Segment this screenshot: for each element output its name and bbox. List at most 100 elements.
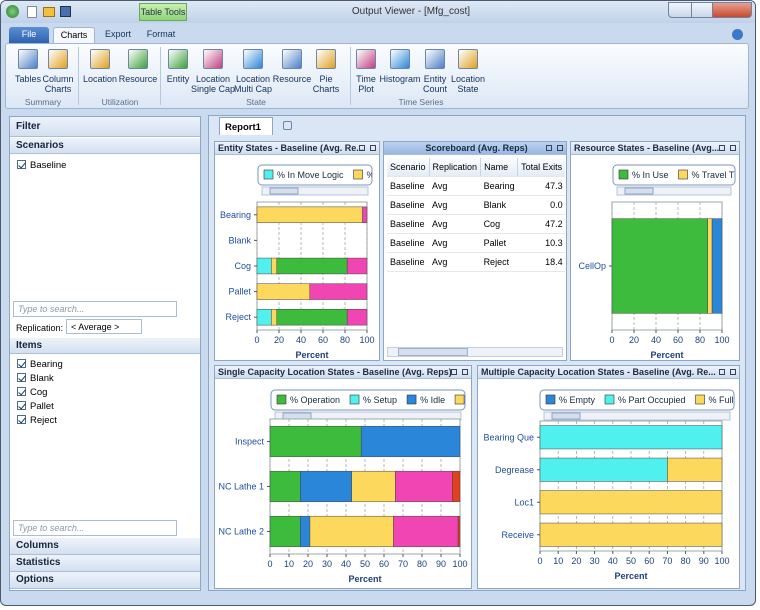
bar-segment: [393, 515, 459, 548]
ribbon-icon[interactable]: [128, 49, 148, 69]
section-header[interactable]: Statistics: [10, 555, 200, 572]
category-label: Cog: [234, 261, 251, 271]
ribbon-button-label[interactable]: Tables: [14, 74, 41, 84]
add-tab-icon[interactable]: [283, 121, 292, 130]
save-icon[interactable]: [60, 6, 71, 17]
new-icon[interactable]: [27, 6, 37, 18]
ribbon-icon[interactable]: [243, 49, 263, 69]
x-tick-label: 100: [714, 556, 729, 566]
section-header[interactable]: Options: [10, 572, 200, 589]
ribbon-icon[interactable]: [282, 49, 302, 69]
bar-segment: [611, 218, 708, 314]
column-header[interactable]: Replication: [429, 158, 482, 177]
ribbon-button-label[interactable]: Location: [450, 74, 486, 84]
ribbon-button-label[interactable]: Charts: [44, 84, 72, 94]
checkbox[interactable]: [17, 415, 26, 424]
ribbon-icon[interactable]: [90, 49, 110, 69]
panel-close[interactable]: [730, 369, 736, 375]
panel-pin[interactable]: [719, 369, 725, 375]
group-separator: [160, 47, 161, 105]
scenarios-header[interactable]: Scenarios: [10, 138, 200, 154]
items-header[interactable]: Items: [10, 338, 200, 354]
x-tick-label: 100: [714, 335, 729, 345]
legend: % Empty % Part Occupied % Full: [545, 394, 734, 405]
checkbox[interactable]: [17, 401, 26, 410]
x-tick-label: 30: [322, 559, 332, 569]
ribbon-button-label[interactable]: Location: [195, 74, 231, 84]
x-tick-label: 10: [553, 556, 563, 566]
ribbon-button-label[interactable]: Column: [42, 74, 74, 84]
ribbon-button-label[interactable]: Time: [356, 74, 376, 84]
section-header[interactable]: Columns: [10, 538, 200, 555]
ribbon-button-label[interactable]: Multi Cap: [233, 84, 272, 94]
panel-pin[interactable]: [451, 369, 457, 375]
checkbox-label[interactable]: Blank: [30, 373, 54, 384]
panel-pin[interactable]: [359, 145, 365, 151]
ribbon-icon[interactable]: [48, 49, 68, 69]
ribbon-button-label[interactable]: State: [457, 84, 479, 94]
checkbox-label[interactable]: Cog: [30, 387, 48, 398]
ribbon-icon[interactable]: [203, 49, 223, 69]
bar-segment: [360, 425, 461, 458]
ribbon-tab[interactable]: Export: [104, 29, 131, 39]
report-tab[interactable]: Report1: [219, 117, 273, 135]
ribbon-icon[interactable]: [458, 49, 478, 69]
panel-close[interactable]: [370, 145, 376, 151]
panel-pin[interactable]: [546, 145, 552, 151]
ribbon-icon[interactable]: [390, 49, 410, 69]
table-cell: Baseline: [387, 252, 430, 272]
legend-swatch: [406, 394, 417, 405]
bar-segment: [256, 283, 311, 300]
column-header[interactable]: Total Exits: [517, 158, 565, 177]
scroll-thumb[interactable]: [398, 348, 468, 356]
ribbon-button-label[interactable]: Location: [82, 74, 118, 84]
replication-dropdown[interactable]: < Average >: [66, 319, 142, 334]
checkbox[interactable]: [17, 373, 26, 382]
ribbon-icon[interactable]: [18, 49, 38, 69]
legend-swatch: [276, 394, 287, 405]
panel-close[interactable]: [557, 145, 563, 151]
ribbon-button-label[interactable]: Location: [235, 74, 271, 84]
ribbon-button-label[interactable]: Single Cap: [190, 84, 236, 94]
ribbon-icon[interactable]: [425, 49, 445, 69]
x-tick-label: 20: [629, 335, 639, 345]
panel-close[interactable]: [462, 369, 468, 375]
group-label: State: [246, 97, 266, 107]
category-label: Reject: [225, 312, 251, 322]
checkbox[interactable]: [17, 160, 26, 169]
column-header[interactable]: Name: [480, 158, 519, 177]
checkbox-label[interactable]: Pallet: [30, 401, 54, 412]
ribbon-button-label[interactable]: Resource: [118, 74, 158, 84]
ribbon-button-label[interactable]: Entity: [423, 74, 447, 84]
checkbox-label[interactable]: Reject: [30, 415, 57, 426]
search-box-2[interactable]: Type to search...: [13, 520, 177, 536]
column-header[interactable]: Scenario: [387, 158, 430, 177]
checkbox-label[interactable]: Baseline: [30, 160, 67, 171]
checkbox[interactable]: [17, 387, 26, 396]
ribbon-button-label[interactable]: Pie: [319, 74, 333, 84]
ribbon-button-label[interactable]: Histogram: [379, 74, 421, 84]
open-icon[interactable]: [43, 7, 55, 17]
search-box[interactable]: Type to search...: [13, 301, 177, 317]
panel-header: Entity States - Baseline (Avg. Re...: [215, 142, 379, 155]
panel-pin[interactable]: [719, 145, 725, 151]
panel-close[interactable]: [730, 145, 736, 151]
ribbon-tab[interactable]: File: [9, 27, 49, 43]
ribbon-button-label[interactable]: Entity: [166, 74, 190, 84]
close-button[interactable]: [712, 2, 752, 18]
ribbon-button-label[interactable]: Count: [422, 84, 448, 94]
checkbox-label[interactable]: Bearing: [30, 359, 63, 370]
ribbon-tab[interactable]: Charts: [53, 27, 95, 43]
ribbon-icon[interactable]: [168, 49, 188, 69]
legend-box: [539, 389, 735, 411]
ribbon-icon[interactable]: [356, 49, 376, 69]
ribbon-tab[interactable]: Format: [146, 29, 176, 39]
ribbon-icon[interactable]: [316, 49, 336, 69]
ribbon-button-label[interactable]: Plot: [358, 84, 374, 94]
ribbon-button-label[interactable]: Charts: [312, 84, 340, 94]
x-tick-label: 0: [537, 556, 542, 566]
legend-label: % In Move Logic: [277, 170, 344, 180]
ribbon-button-label[interactable]: Resource: [272, 74, 312, 84]
checkbox[interactable]: [17, 359, 26, 368]
help-icon[interactable]: [732, 29, 743, 40]
